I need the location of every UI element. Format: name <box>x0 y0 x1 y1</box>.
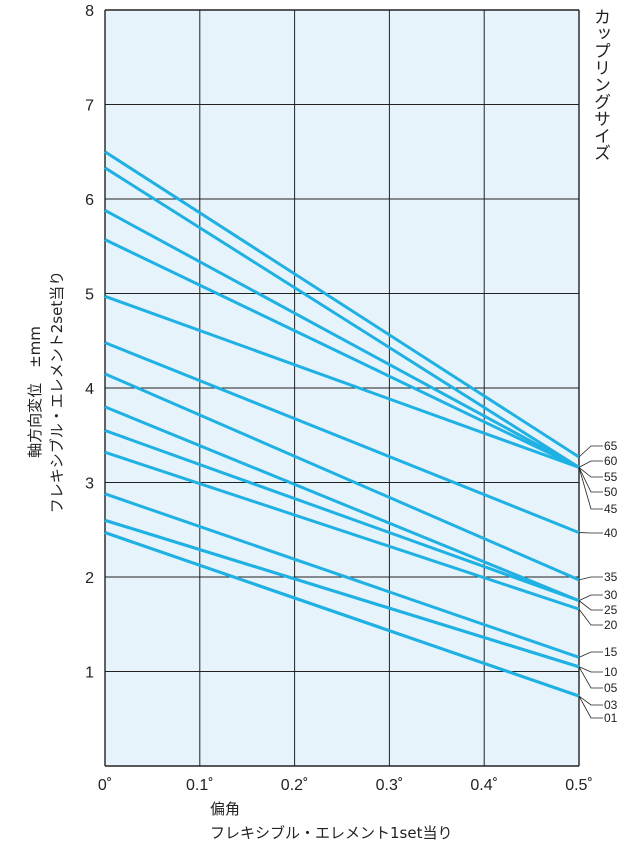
size-leader-line <box>578 467 603 493</box>
legend-title: カップリングサイズ <box>590 8 610 161</box>
size-label-10: 10 <box>604 665 618 679</box>
size-leader-line <box>578 695 603 706</box>
series-line-25 <box>104 429 580 603</box>
y-tick-label: 4 <box>85 381 94 398</box>
size-leader-line <box>578 594 603 601</box>
x-tick-label: 0˚ <box>98 777 112 794</box>
series-line-55 <box>104 209 580 469</box>
size-label-55: 55 <box>604 470 618 484</box>
size-label-65: 65 <box>604 439 618 453</box>
y-tick-label: 2 <box>85 570 94 587</box>
size-leader-line <box>578 600 603 611</box>
size-leader-line <box>578 666 603 689</box>
size-leader-line <box>578 576 603 581</box>
series-line-10 <box>104 518 580 669</box>
size-label-01: 01 <box>604 711 618 725</box>
size-label-30: 30 <box>604 588 618 602</box>
series-line-03 <box>104 531 580 698</box>
series-line-45 <box>104 294 580 469</box>
y-axis-sublabel: フレキシブル・エレメント2set当り <box>48 271 66 513</box>
size-leader-line <box>578 651 603 658</box>
size-label-15: 15 <box>604 645 618 659</box>
y-tick-label: 6 <box>85 192 94 209</box>
series-line-50 <box>104 238 580 469</box>
size-leader-line <box>578 608 603 626</box>
size-leader-line <box>578 460 603 468</box>
x-axis-sublabel: フレキシブル・エレメント1set当り <box>210 824 452 842</box>
series-line-35 <box>104 372 580 582</box>
y-tick-label: 1 <box>85 665 94 682</box>
size-leader-line <box>578 445 603 458</box>
size-label-25: 25 <box>604 603 618 617</box>
size-label-40: 40 <box>604 526 618 540</box>
size-label-45: 45 <box>604 502 618 516</box>
y-tick-label: 8 <box>85 3 94 20</box>
size-leader-line <box>578 666 603 673</box>
size-label-60: 60 <box>604 454 618 468</box>
y-tick-label: 3 <box>85 476 94 493</box>
size-label-05: 05 <box>604 681 618 695</box>
size-leader-line <box>578 467 603 510</box>
x-tick-label: 0.3˚ <box>376 777 404 794</box>
y-tick-label: 5 <box>85 287 94 304</box>
size-label-35: 35 <box>604 570 618 584</box>
series-line-40 <box>104 341 580 534</box>
y-tick-label: 7 <box>85 98 94 115</box>
series-line-60 <box>104 166 580 469</box>
size-leader-line <box>578 467 603 478</box>
x-tick-label: 0.4˚ <box>470 777 498 794</box>
series-line-65 <box>104 150 580 459</box>
y-axis-label: 軸方向変位 ±mm <box>26 326 44 458</box>
size-label-20: 20 <box>604 618 618 632</box>
x-tick-label: 0.1˚ <box>186 777 214 794</box>
size-leader-line <box>578 695 603 719</box>
x-tick-label: 0.2˚ <box>281 777 309 794</box>
size-label-50: 50 <box>604 485 618 499</box>
size-label-03: 03 <box>604 698 618 712</box>
series-line-15 <box>104 492 580 659</box>
series-line-30 <box>104 405 580 603</box>
series-line-20 <box>104 450 580 611</box>
x-axis-label: 偏角 <box>210 800 240 818</box>
x-tick-label: 0.5˚ <box>565 777 593 794</box>
